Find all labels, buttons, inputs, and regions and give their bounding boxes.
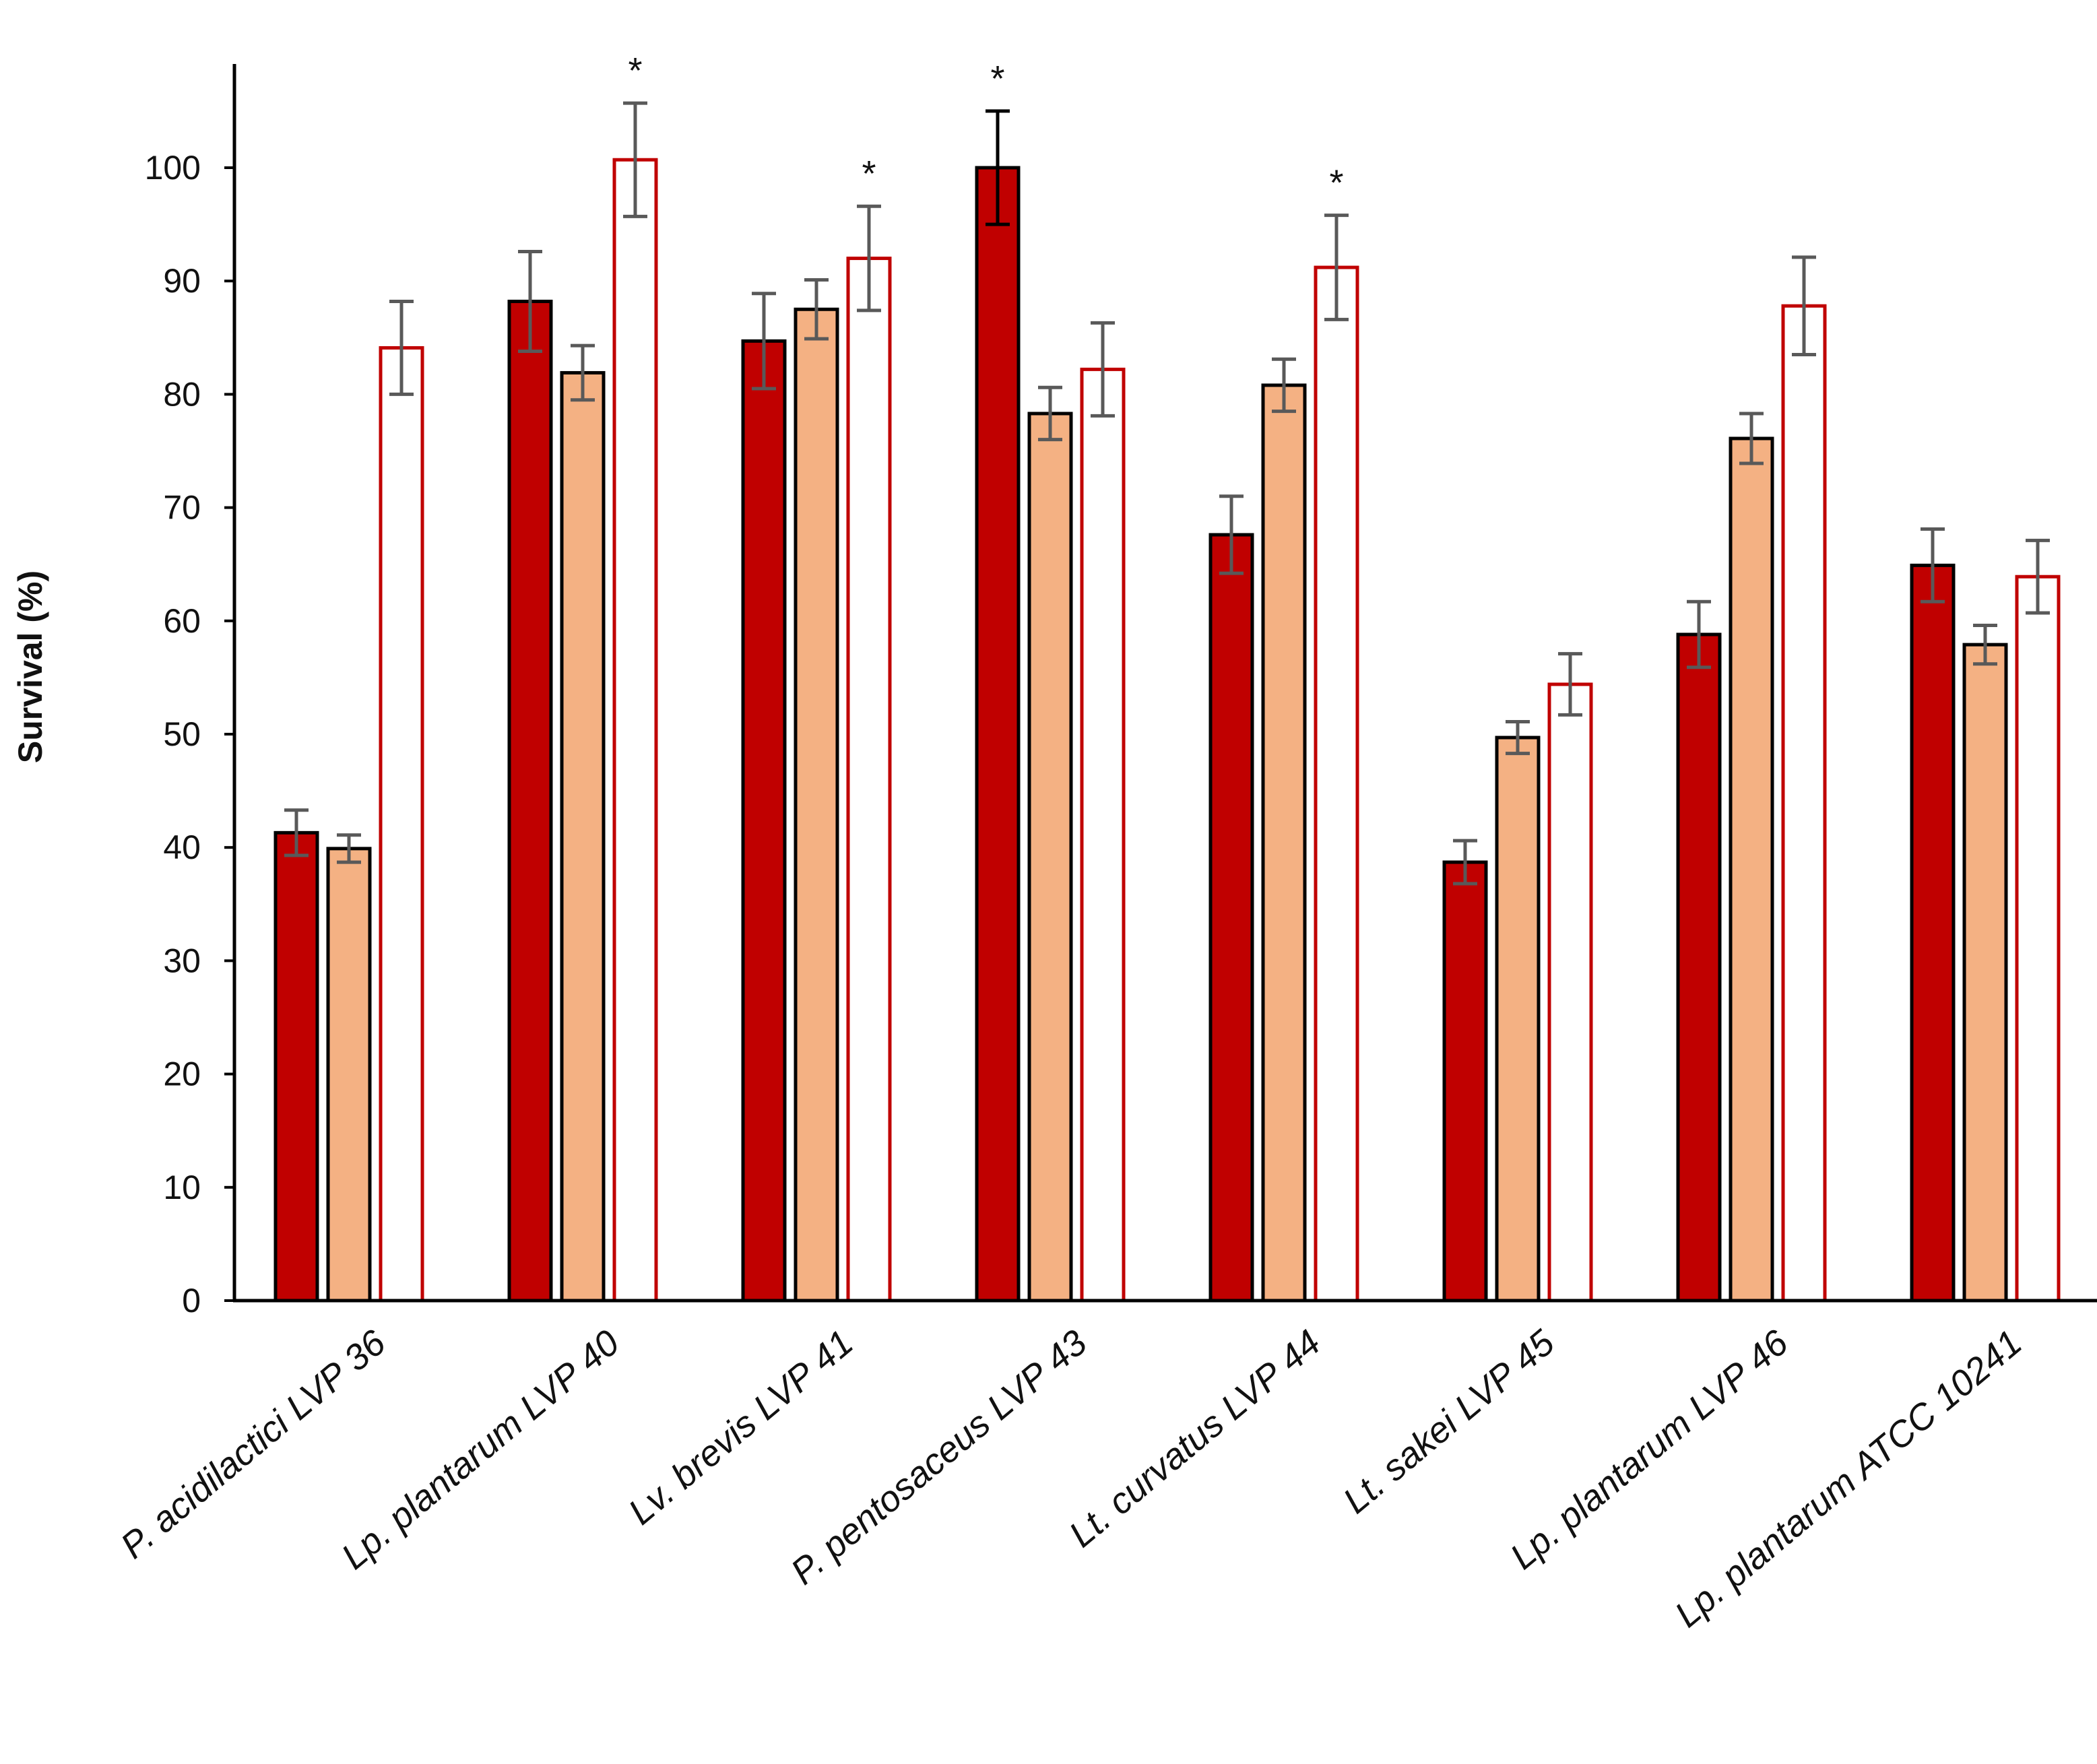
y-axis-title: Survival (%) — [11, 570, 49, 763]
y-tick-label: 20 — [163, 1055, 201, 1093]
bar — [1314, 265, 1359, 1303]
x-category-label: Lv. brevis LVP 41 — [621, 1322, 861, 1532]
y-tick-label: 60 — [163, 602, 201, 640]
significance-mark: * — [990, 59, 1004, 99]
y-tick-label: 40 — [163, 828, 201, 866]
bar — [1676, 632, 1722, 1303]
bar — [273, 830, 319, 1303]
y-tick-label: 100 — [145, 149, 201, 187]
bar — [379, 346, 424, 1303]
bar — [846, 257, 892, 1303]
x-category-label: Lt. sakei LVP 45 — [1336, 1322, 1563, 1522]
y-tick-label: 90 — [163, 262, 201, 300]
x-category-label: P. acidilactici LVP 36 — [113, 1322, 393, 1567]
bar — [1208, 533, 1254, 1303]
bar — [560, 370, 606, 1303]
bar — [1442, 860, 1488, 1303]
y-tick-label: 70 — [163, 489, 201, 527]
bar — [1781, 304, 1827, 1303]
significance-mark: * — [628, 51, 642, 91]
bar — [326, 847, 372, 1303]
bar — [1495, 736, 1541, 1303]
bar — [1080, 367, 1126, 1303]
bar — [612, 158, 658, 1303]
bar — [1261, 383, 1307, 1303]
y-tick-label: 50 — [163, 715, 201, 753]
bar — [1729, 436, 1774, 1303]
bar — [2015, 575, 2061, 1303]
y-ticks-layer: 0 10 20 30 40 50 60 70 80 90 100 — [145, 149, 234, 1319]
error-bars-layer — [284, 101, 2050, 886]
significance-layer: * * * * — [628, 51, 1343, 203]
bar — [507, 299, 553, 1303]
y-tick-label: 80 — [163, 375, 201, 413]
bar — [741, 339, 787, 1303]
bar — [794, 307, 839, 1303]
y-tick-label: 10 — [163, 1169, 201, 1206]
significance-mark: * — [1329, 163, 1343, 203]
significance-mark: * — [862, 154, 876, 194]
y-tick-label: 0 — [182, 1282, 201, 1319]
bar — [1027, 412, 1073, 1303]
axes-layer — [232, 64, 2097, 1303]
bar — [1962, 643, 2008, 1303]
bar — [1910, 563, 1956, 1303]
y-tick-label: 30 — [163, 942, 201, 979]
bars-layer — [273, 158, 2061, 1303]
x-category-label: Lt. curvatus LVP 44 — [1062, 1322, 1328, 1555]
bar — [1547, 682, 1593, 1303]
bar — [975, 166, 1021, 1303]
